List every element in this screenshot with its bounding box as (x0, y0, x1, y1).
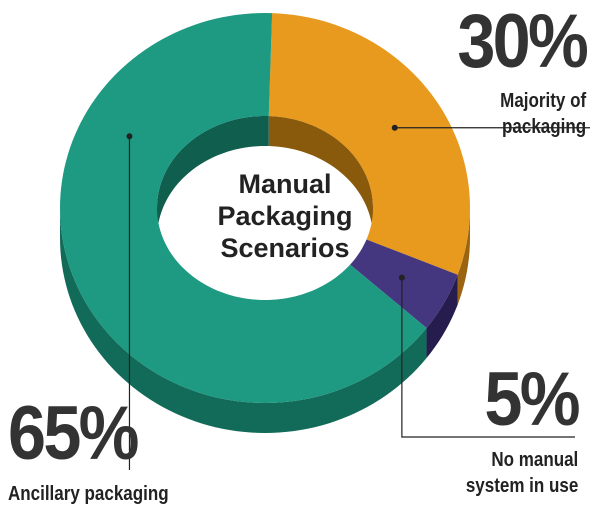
category-label-none-line-1: No manual (491, 449, 578, 471)
slice-top-ancillary (60, 13, 427, 403)
category-label-majority-line-2: packaging (501, 116, 586, 138)
leader-line-none (401, 277, 575, 438)
category-label-none-line-2: system in use (465, 475, 578, 497)
slice-top-none (350, 239, 458, 329)
category-label-ancillary: Ancillary packaging (8, 483, 169, 505)
slice-outer-side-none (426, 274, 458, 359)
inner-side-layer (157, 116, 373, 238)
chart-title-line-3: Scenarios (220, 233, 350, 263)
slice-outer-side-ancillary (60, 208, 427, 433)
outer-side-layer (60, 208, 470, 433)
category-label-none: No manual system in use (466, 447, 578, 499)
category-label-majority: Majority of packaging (500, 88, 586, 140)
slice-top-layer (60, 13, 470, 403)
chart-title-line-1: Manual (238, 169, 332, 199)
leader-line-majority-dot (391, 124, 398, 131)
leader-line-layer (126, 124, 590, 470)
slice-inner-side-majority (268, 116, 373, 238)
chart-title: Manual Packaging Scenarios (175, 168, 395, 264)
data-label-none: 5% (484, 357, 581, 442)
category-label-majority-line-1: Majority of (500, 90, 586, 112)
leader-line-none-dot (398, 274, 405, 281)
chart-title-line-2: Packaging (217, 201, 353, 231)
slice-inner-side-ancillary (157, 116, 269, 238)
slice-top-majority (268, 13, 470, 275)
slice-outer-side-majority (457, 208, 470, 305)
data-label-majority: 30% (457, 0, 589, 84)
data-label-ancillary: 65% (8, 391, 140, 476)
leader-line-ancillary-dot (126, 133, 133, 140)
